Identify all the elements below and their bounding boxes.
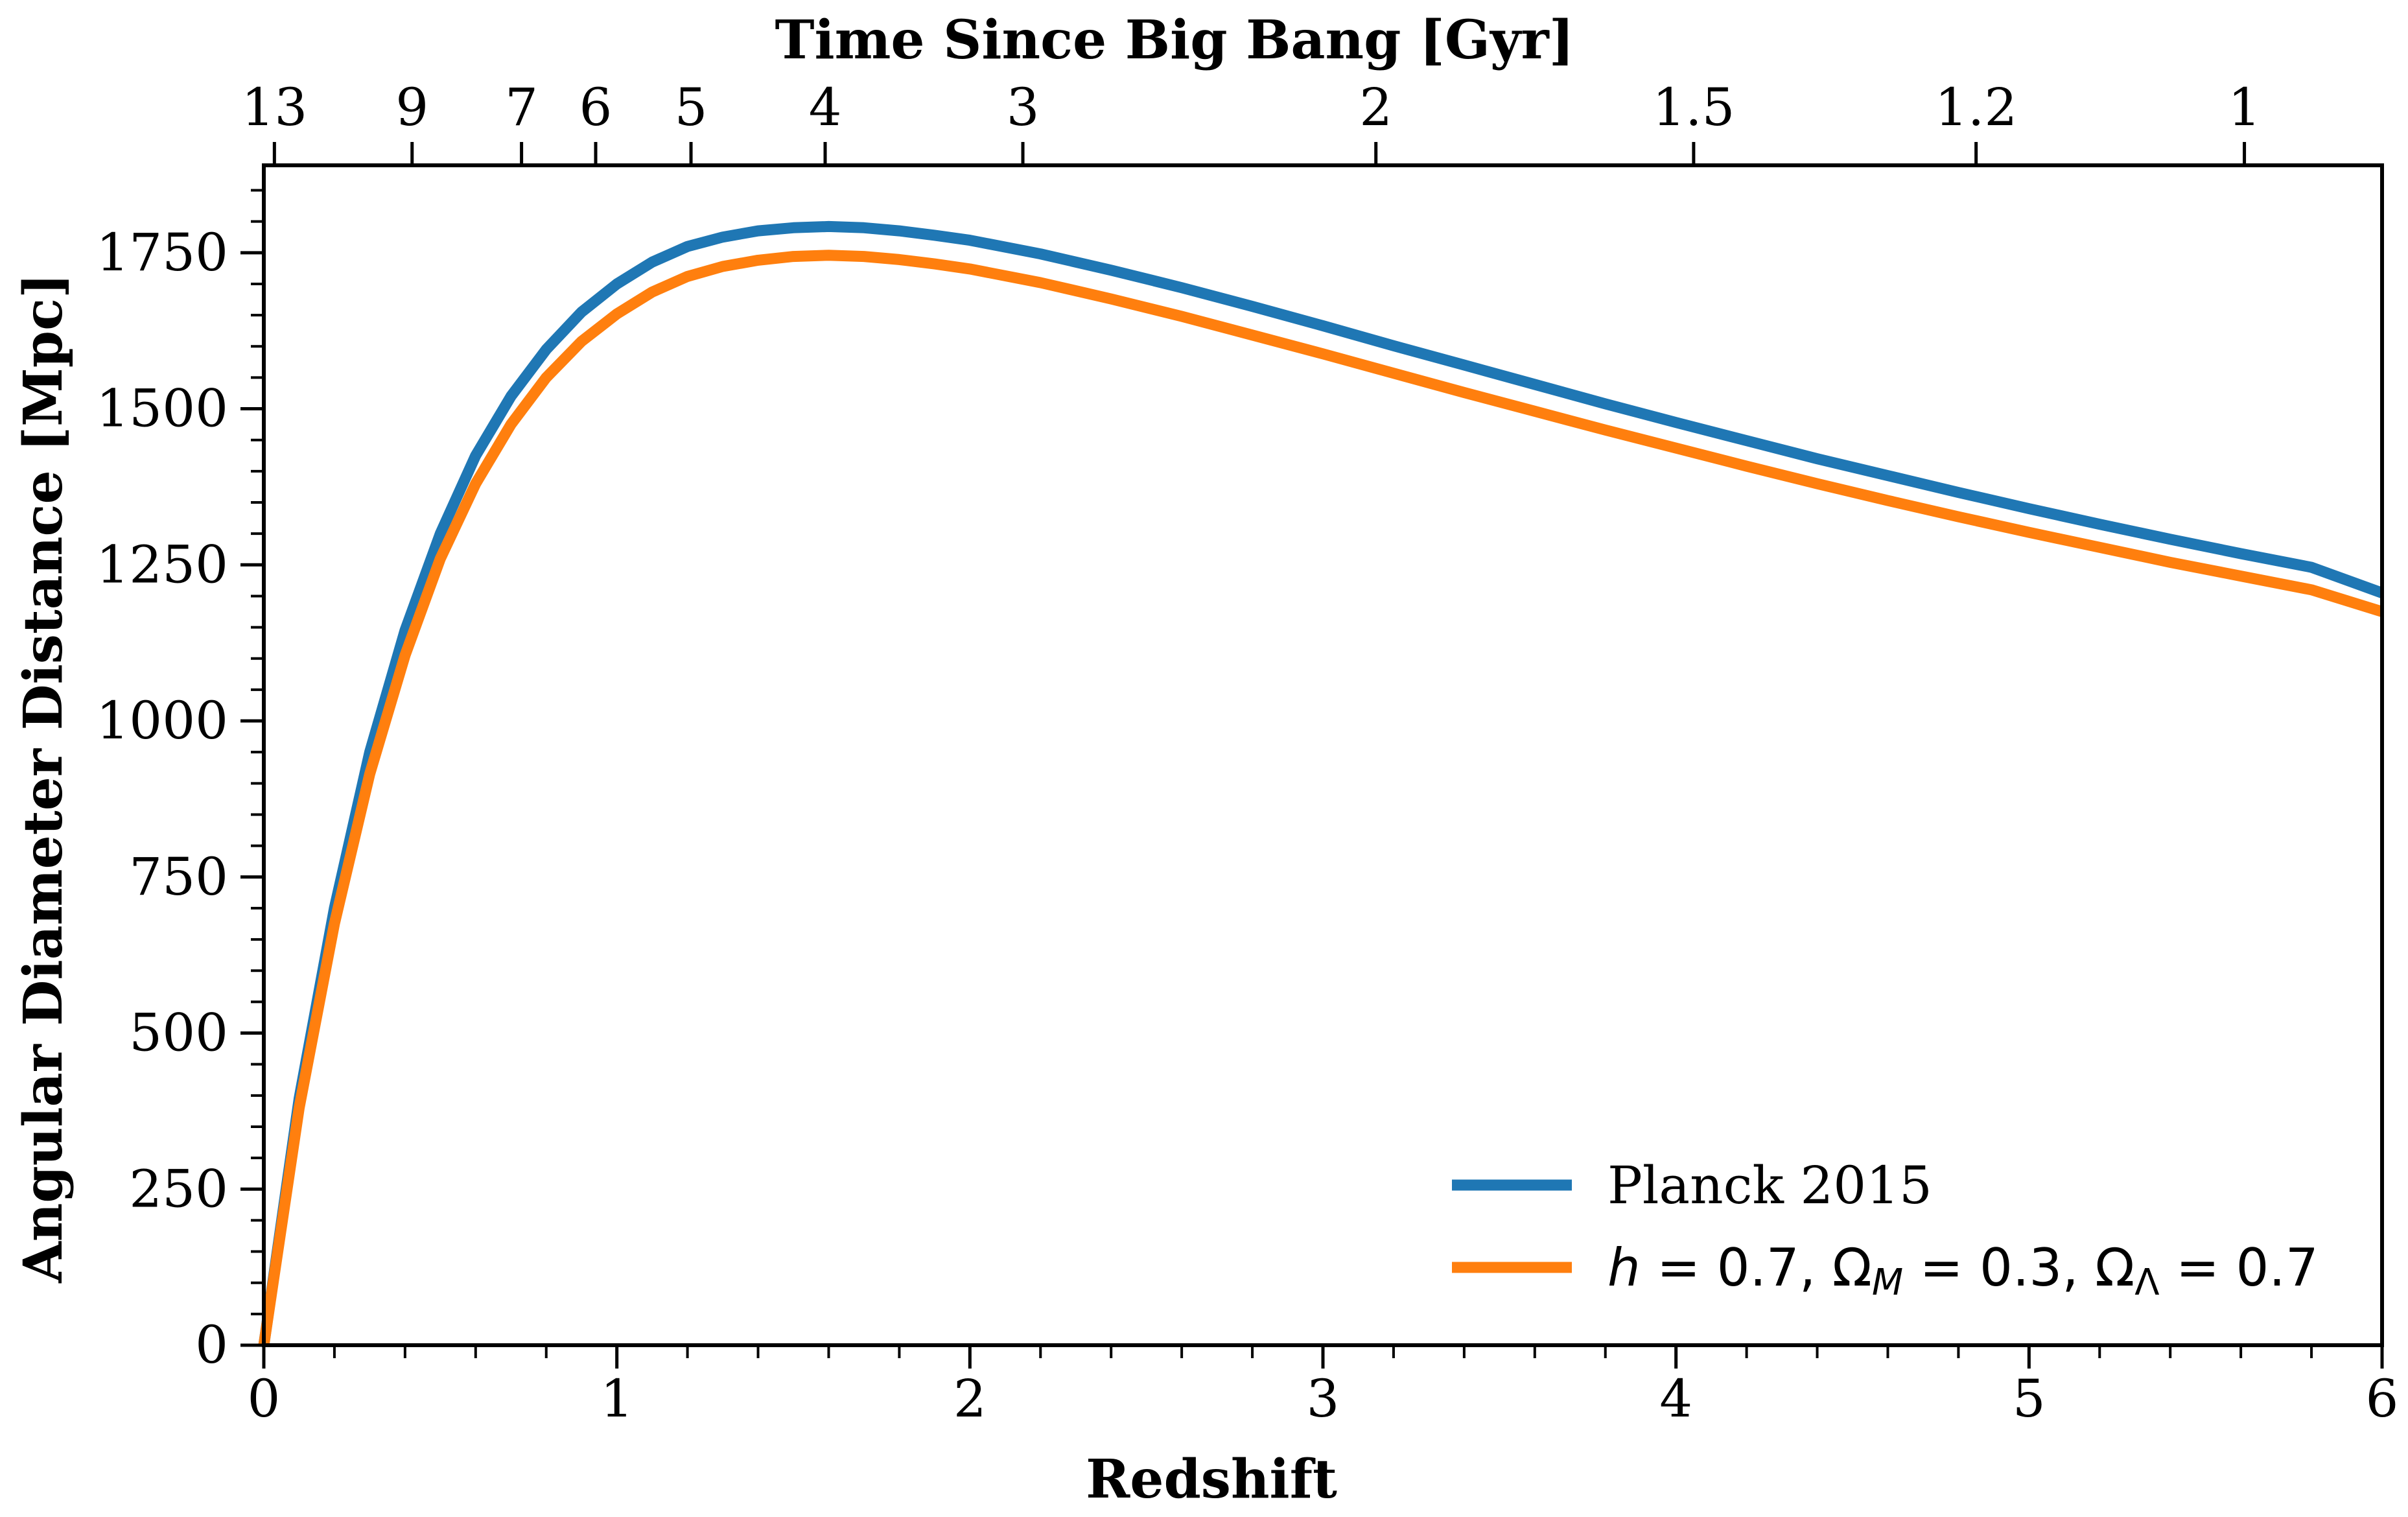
y-tick-label: 0 [195,1315,228,1375]
x-tick-label: 5 [2013,1369,2046,1429]
y-tick-label: 250 [129,1158,228,1219]
y-tick-label: 1250 [96,534,228,594]
legend: Planck 2015 h = 0.7, ΩM = 0.3, ΩΛ = 0.7 [1452,1155,2319,1304]
y-tick-label: 1000 [96,690,228,751]
legend-label-planck: Planck 2015 [1607,1155,1932,1216]
top-axis-title: Time Since Big Bang [Gyr] [775,9,1574,71]
top-tick-label: 7 [505,77,538,137]
top-tick-label: 1 [2228,77,2261,137]
y-tick-label: 750 [129,847,228,907]
top-tick-label: 3 [1007,77,1040,137]
y-axis-title: Angular Diameter Distance [Mpc] [12,273,75,1284]
x-tick-label: 0 [248,1369,281,1429]
y-tick-label: 1750 [96,222,228,283]
y-tick-label: 1500 [96,379,228,439]
top-tick-label: 13 [241,77,307,137]
x-tick-label: 4 [1659,1369,1692,1429]
series-layer [258,220,2384,1346]
x-tick-label: 6 [2366,1369,2399,1429]
x-tick-label: 3 [1307,1369,1340,1429]
x-axis-title: Redshift [1086,1448,1337,1511]
top-tick-label: 2 [1359,77,1392,137]
series-line-1 [258,220,2384,1346]
y-tick-label: 500 [129,1003,228,1063]
top-tick-label: 5 [675,77,708,137]
top-tick-label: 6 [579,77,613,137]
top-tick-label: 4 [809,77,842,137]
x-tick-label: 1 [600,1369,633,1429]
top-tick-label: 1.2 [1935,77,2017,137]
series-line-2 [258,250,2384,1346]
x-tick-label: 2 [953,1369,987,1429]
legend-label-custom: h = 0.7, ΩM = 0.3, ΩΛ = 0.7 [1607,1238,2319,1304]
top-tick-label: 9 [395,77,428,137]
top-tick-label: 1.5 [1652,77,1735,137]
